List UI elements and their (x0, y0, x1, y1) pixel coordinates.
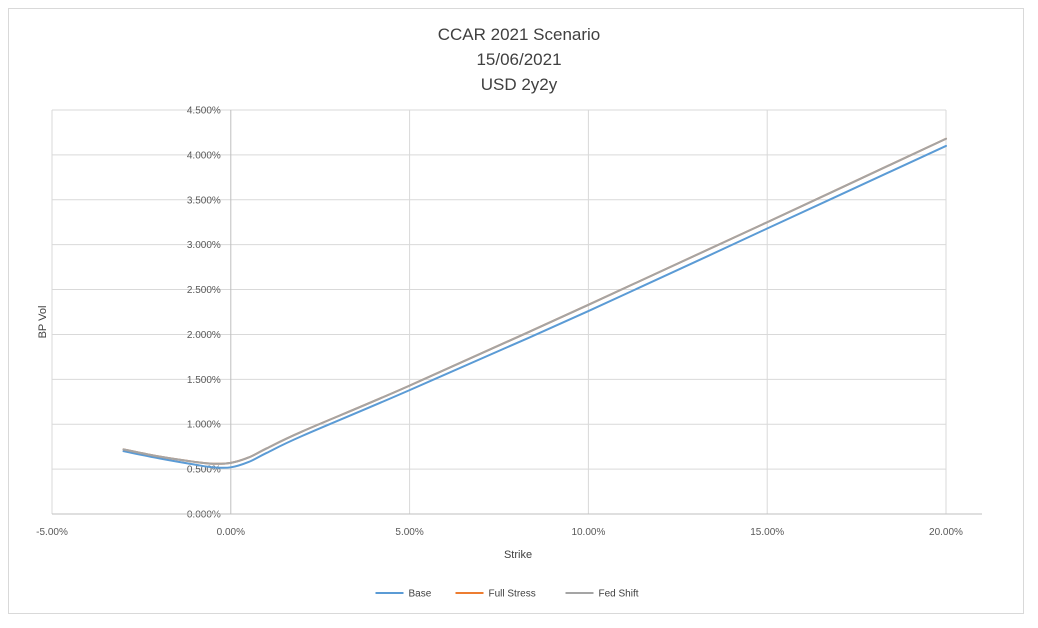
series-line-base (122, 144, 947, 469)
x-tick-label: -5.00% (36, 527, 68, 538)
chart-area (8, 8, 1024, 614)
legend-label: Full Stress (489, 589, 536, 600)
x-tick-label: 10.00% (571, 527, 605, 538)
y-tick-label: 3.000% (187, 240, 221, 251)
y-tick-label: 2.000% (187, 330, 221, 341)
y-tick-label: 1.000% (187, 420, 221, 431)
y-tick-label: 4.500% (187, 106, 221, 117)
gridlines (51, 109, 947, 514)
legend-item: Full Stress (455, 589, 536, 600)
chart-title-line-2: 15/06/2021 (476, 50, 562, 69)
chart-title: CCAR 2021 Scenario 15/06/2021 USD 2y2y (0, 22, 1038, 97)
series-line-full-stress (122, 137, 947, 465)
chart-title-line-3: USD 2y2y (480, 75, 558, 94)
y-tick-label: 1.500% (187, 375, 221, 386)
legend-item: Fed Shift (565, 589, 639, 600)
legend-label: Base (409, 589, 432, 600)
y-tick-label: 3.500% (187, 195, 221, 206)
legend: Base Full Stress Fed Shift (375, 589, 639, 600)
legend-item: Base (375, 589, 432, 600)
y-axis-title: BP Vol (37, 306, 49, 339)
x-tick-label: 20.00% (929, 527, 963, 538)
chart-title-line-1: CCAR 2021 Scenario (437, 25, 601, 44)
y-tick-label: 0.000% (187, 510, 221, 521)
y-tick-label: 0.500% (187, 465, 221, 476)
legend-label: Fed Shift (599, 589, 639, 600)
axes: 0.000% 0.500% 1.000% 1.500% 2.000% 2.500% 3.00… (36, 106, 982, 538)
y-tick-label: 4.000% (187, 150, 221, 161)
y-tick-label: 2.500% (187, 285, 221, 296)
series-lines (122, 137, 947, 469)
x-tick-label: 5.00% (395, 527, 423, 538)
x-tick-label: 0.00% (217, 527, 245, 538)
series-line-fed-shift (122, 137, 947, 465)
x-tick-label: 15.00% (750, 527, 784, 538)
x-axis-title: Strike (504, 549, 532, 561)
